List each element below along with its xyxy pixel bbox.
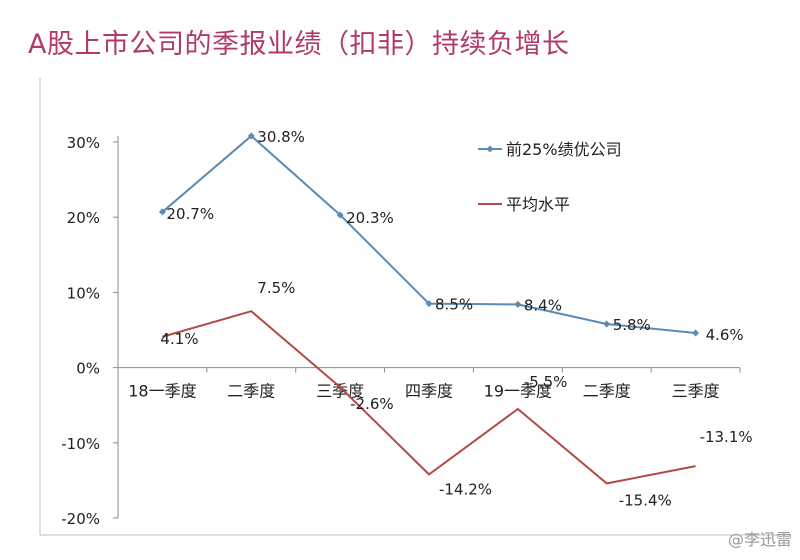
data-label: -5.5% bbox=[524, 373, 568, 391]
y-tick-label: 0% bbox=[76, 360, 100, 378]
y-tick-label: -20% bbox=[61, 510, 100, 528]
data-point-marker bbox=[692, 329, 700, 337]
y-tick-label: 20% bbox=[67, 209, 100, 227]
data-point-marker bbox=[336, 211, 344, 219]
x-tick-label: 19一季度 bbox=[484, 382, 552, 401]
data-label: -13.1% bbox=[700, 428, 753, 446]
data-label: 20.7% bbox=[166, 205, 214, 223]
data-label: 4.6% bbox=[706, 326, 744, 344]
data-label: 8.4% bbox=[524, 296, 562, 314]
y-tick-label: -10% bbox=[61, 435, 100, 453]
x-tick-label: 18一季度 bbox=[128, 382, 196, 401]
data-label: -15.4% bbox=[619, 491, 672, 509]
x-tick-label: 二季度 bbox=[227, 382, 275, 401]
x-tick-label: 四季度 bbox=[405, 382, 453, 401]
data-point-marker bbox=[247, 132, 255, 140]
y-tick-label: 30% bbox=[67, 134, 100, 152]
y-tick-label: 10% bbox=[67, 284, 100, 302]
x-tick-label: 三季度 bbox=[672, 382, 720, 401]
legend-marker bbox=[486, 145, 494, 153]
series-line-average bbox=[162, 310, 696, 485]
data-point-marker bbox=[514, 300, 522, 308]
data-point-marker bbox=[425, 300, 433, 308]
data-point-marker bbox=[158, 208, 166, 216]
data-label: -2.6% bbox=[350, 395, 394, 413]
data-label: 8.5% bbox=[435, 296, 473, 314]
data-label: -14.2% bbox=[439, 480, 492, 498]
data-label: 4.1% bbox=[160, 330, 198, 348]
data-label: 20.3% bbox=[346, 209, 394, 227]
x-tick-label: 二季度 bbox=[583, 382, 631, 401]
legend-label: 前25%绩优公司 bbox=[506, 140, 622, 159]
page-title: A股上市公司的季报业绩（扣非）持续负增长 bbox=[28, 29, 570, 60]
watermark: @李迅雷 bbox=[727, 530, 792, 549]
data-point-marker bbox=[603, 320, 611, 328]
data-label: 30.8% bbox=[257, 128, 305, 146]
data-label: 5.8% bbox=[613, 316, 651, 334]
data-label: 7.5% bbox=[257, 279, 295, 297]
x-tick-label: 三季度 bbox=[316, 382, 364, 401]
legend-label: 平均水平 bbox=[506, 195, 570, 214]
